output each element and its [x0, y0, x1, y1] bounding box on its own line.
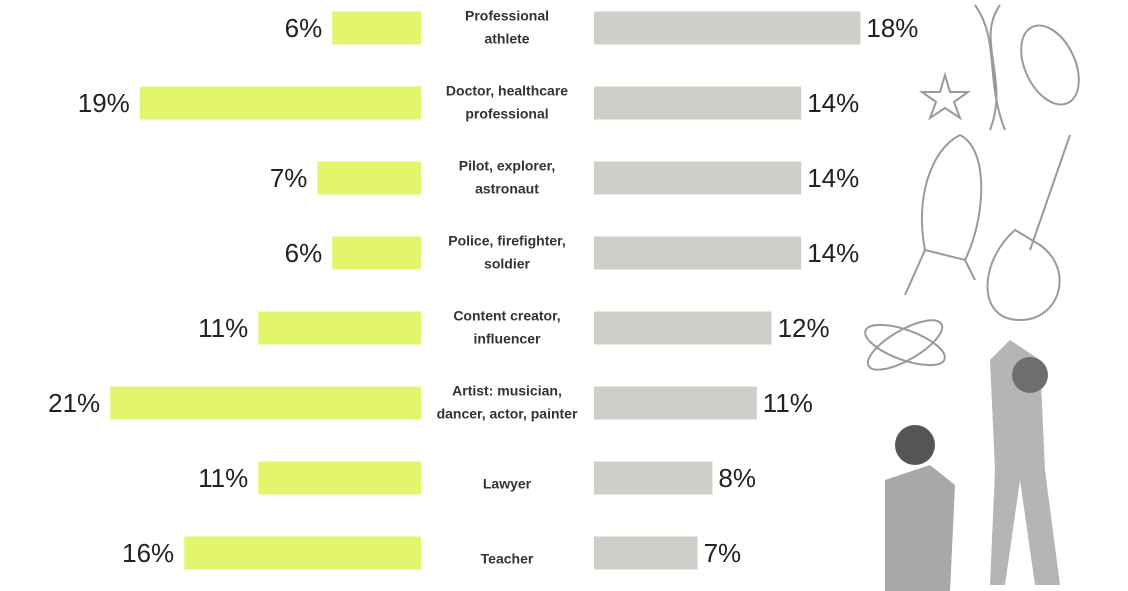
value-label: 14% [807, 88, 859, 118]
rocket-doodle [904, 133, 983, 296]
bar [594, 236, 802, 270]
category-label: Police, firefighter, [448, 233, 565, 249]
value-label: 6% [285, 238, 323, 268]
bar [594, 386, 757, 420]
bar [594, 86, 802, 120]
category-label: Artist: musician, [452, 383, 562, 399]
bar [110, 386, 421, 420]
category-label: soldier [484, 256, 530, 272]
bar [332, 11, 421, 45]
category-label: Lawyer [483, 476, 532, 492]
bar [258, 461, 421, 495]
category-label: influencer [474, 331, 541, 347]
value-label: 12% [778, 313, 830, 343]
illustration [864, 4, 1080, 591]
value-label: 16% [122, 538, 174, 568]
value-label: 7% [270, 163, 308, 193]
value-label: 11% [198, 463, 248, 493]
bar [184, 536, 421, 570]
girl-head [1012, 357, 1048, 393]
atom-doodle [864, 323, 946, 367]
atom-doodle [866, 319, 944, 371]
value-label: 14% [807, 163, 859, 193]
value-label: 7% [704, 538, 742, 568]
bar [594, 461, 713, 495]
category-label: athlete [484, 31, 529, 47]
value-label: 19% [78, 88, 130, 118]
value-label: 11% [763, 388, 813, 418]
boy-figure [885, 465, 955, 591]
category-label: astronaut [475, 181, 539, 197]
value-label: 8% [718, 463, 756, 493]
category-label: Professional [465, 8, 549, 24]
bar [139, 86, 422, 120]
category-label: Content creator, [453, 308, 560, 324]
bar [258, 311, 421, 345]
bar [594, 536, 698, 570]
dna-doodle [974, 4, 1006, 131]
bar [317, 161, 421, 195]
boy-head [895, 425, 935, 465]
category-label: professional [465, 106, 548, 122]
category-label: Teacher [481, 551, 534, 567]
bar [594, 311, 772, 345]
football-doodle [1020, 24, 1080, 106]
category-label: Pilot, explorer, [459, 158, 555, 174]
star-doodle [918, 71, 972, 121]
value-label: 6% [285, 13, 323, 43]
bar [594, 161, 802, 195]
bar [594, 11, 861, 45]
guitar-doodle [986, 134, 1071, 322]
category-label: Doctor, healthcare [446, 83, 568, 99]
value-label: 18% [866, 13, 918, 43]
category-label: dancer, actor, painter [437, 406, 578, 422]
value-label: 21% [48, 388, 100, 418]
bar [332, 236, 421, 270]
value-label: 14% [807, 238, 859, 268]
value-label: 11% [198, 313, 248, 343]
girl-figure [990, 340, 1060, 585]
